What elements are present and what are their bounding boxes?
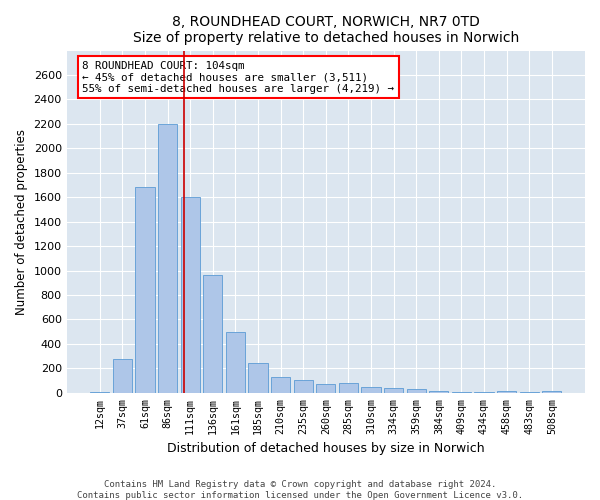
Bar — [520, 392, 539, 393]
Title: 8, ROUNDHEAD COURT, NORWICH, NR7 0TD
Size of property relative to detached house: 8, ROUNDHEAD COURT, NORWICH, NR7 0TD Siz… — [133, 15, 519, 45]
Bar — [429, 392, 448, 393]
Bar — [90, 392, 109, 393]
X-axis label: Distribution of detached houses by size in Norwich: Distribution of detached houses by size … — [167, 442, 485, 455]
Bar — [248, 364, 268, 393]
Bar — [226, 332, 245, 393]
Bar — [407, 389, 426, 393]
Bar — [316, 384, 335, 393]
Bar — [339, 383, 358, 393]
Bar — [136, 188, 155, 393]
Bar — [113, 358, 132, 393]
Bar — [158, 124, 177, 393]
Bar — [293, 380, 313, 393]
Bar — [452, 392, 471, 393]
Bar — [361, 386, 380, 393]
Bar — [203, 276, 223, 393]
Bar — [497, 392, 516, 393]
Bar — [542, 392, 562, 393]
Y-axis label: Number of detached properties: Number of detached properties — [15, 128, 28, 314]
Bar — [475, 392, 494, 393]
Bar — [271, 377, 290, 393]
Text: 8 ROUNDHEAD COURT: 104sqm
← 45% of detached houses are smaller (3,511)
55% of se: 8 ROUNDHEAD COURT: 104sqm ← 45% of detac… — [82, 61, 394, 94]
Bar — [181, 197, 200, 393]
Bar — [384, 388, 403, 393]
Text: Contains HM Land Registry data © Crown copyright and database right 2024.
Contai: Contains HM Land Registry data © Crown c… — [77, 480, 523, 500]
